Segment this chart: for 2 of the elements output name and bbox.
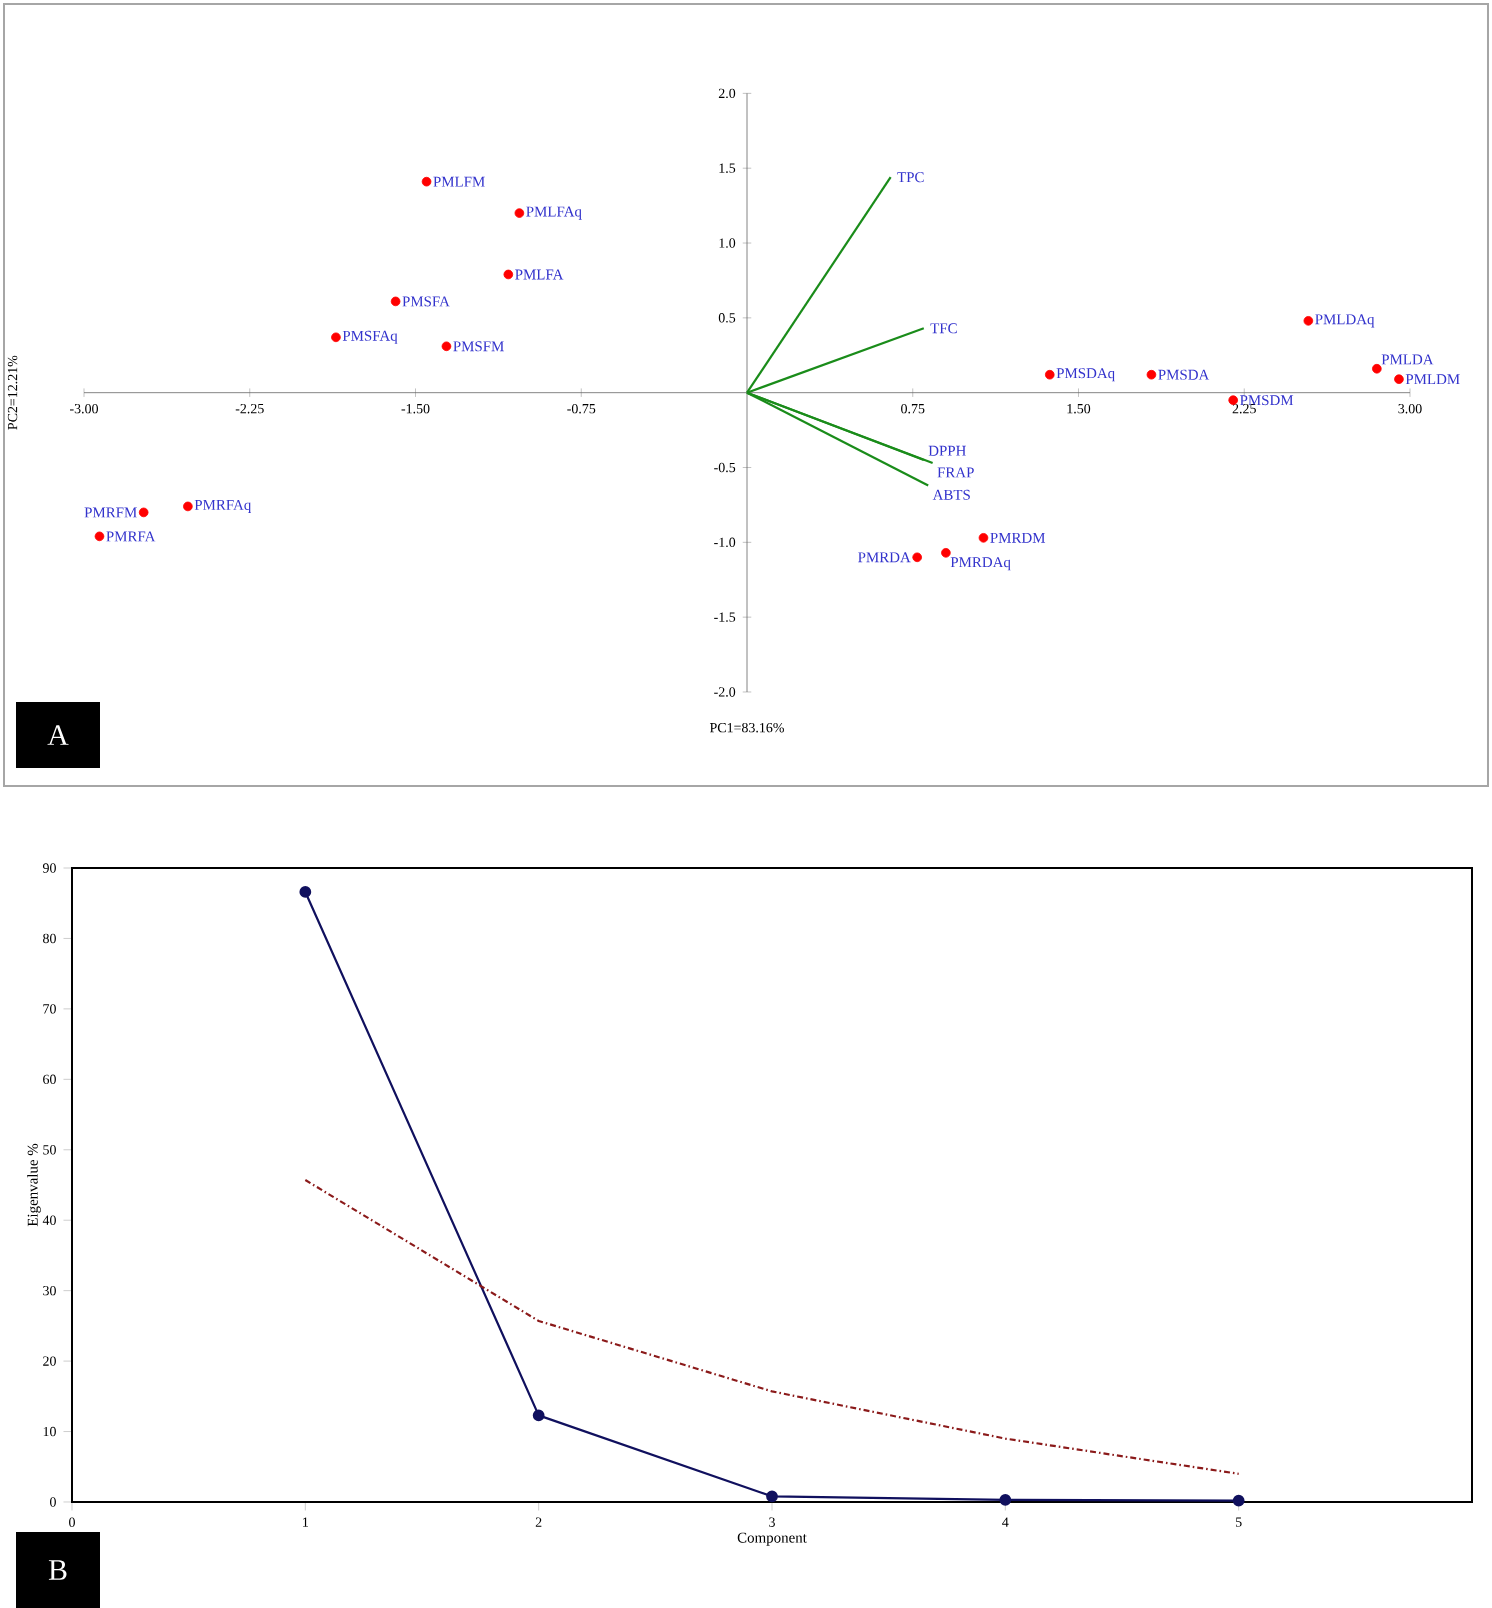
text: A [47,725,69,745]
text: B [48,1560,67,1580]
